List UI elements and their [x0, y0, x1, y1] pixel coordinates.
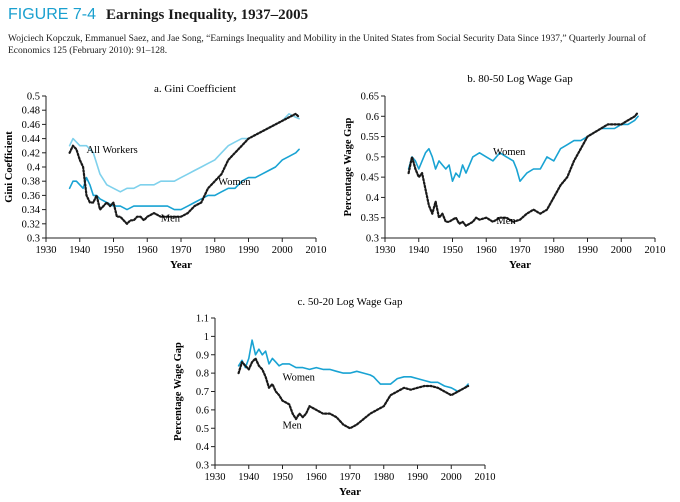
series-label: Men: [283, 420, 303, 431]
y-tick-label: 0.6: [366, 112, 379, 123]
chart-panel-1: b. 80-50 Log Wage Gap 0.3 0.35 0.4 0.45 0.5 0.…: [343, 73, 666, 271]
y-tick-label: 0.5: [27, 92, 40, 103]
y-tick-label: 0.55: [361, 132, 379, 143]
x-tick-label: 1950: [103, 245, 124, 256]
x-tick-label: 1940: [238, 472, 259, 483]
chart-title: a. Gini Coefficient: [154, 83, 236, 95]
x-tick-label: 1990: [577, 245, 598, 256]
y-tick-label: 0.5: [366, 152, 379, 163]
x-axis-label: Year: [170, 259, 192, 271]
series-label: Women: [218, 177, 251, 188]
y-tick-label: 0.3: [27, 234, 40, 245]
x-tick-label: 1980: [204, 245, 225, 256]
series-label: Women: [283, 372, 316, 383]
x-tick-label: 2000: [272, 245, 293, 256]
x-tick-label: 1990: [238, 245, 259, 256]
x-tick-label: 1960: [476, 245, 497, 256]
y-tick-label: 0.4: [196, 442, 210, 453]
x-tick-label: 1960: [306, 472, 327, 483]
y-tick-label: 1: [204, 332, 209, 343]
series-line-men: [407, 111, 640, 227]
y-tick-label: 0.48: [22, 106, 40, 117]
y-tick-label: 0.34: [22, 205, 41, 216]
y-tick-label: 1.1: [196, 314, 209, 325]
x-tick-label: 1950: [272, 472, 293, 483]
series-label: All Workers: [87, 145, 138, 156]
x-axis-label: Year: [339, 486, 361, 498]
x-tick-label: 1930: [36, 245, 57, 256]
y-axis-label: Percentage Wage Gap: [173, 342, 184, 441]
x-tick-label: 1970: [510, 245, 531, 256]
x-tick-label: 2010: [306, 245, 327, 256]
series-line-women: [237, 339, 469, 393]
y-tick-label: 0.4: [27, 163, 41, 174]
series-label: Women: [493, 147, 526, 158]
x-axis-label: Year: [509, 259, 531, 271]
y-tick-label: 0.6: [196, 405, 209, 416]
x-tick-label: 2000: [611, 245, 632, 256]
x-tick-label: 1970: [171, 245, 192, 256]
series-label: Men: [161, 214, 181, 225]
x-tick-label: 1940: [69, 245, 90, 256]
y-tick-label: 0.38: [22, 177, 40, 188]
y-tick-label: 0.5: [196, 424, 209, 435]
y-tick-label: 0.7: [196, 387, 209, 398]
y-tick-label: 0.45: [361, 173, 379, 184]
y-tick-label: 0.44: [22, 134, 41, 145]
x-tick-label: 2010: [475, 472, 496, 483]
y-tick-label: 0.42: [22, 148, 40, 159]
y-axis-label: Percentage Wage Gap: [343, 117, 354, 216]
figure-header: FIGURE 7-4 Earnings Inequality, 1937–2005…: [8, 6, 672, 57]
x-tick-label: 1930: [375, 245, 396, 256]
x-tick-label: 2010: [645, 245, 666, 256]
series-line-women: [68, 148, 300, 211]
x-tick-label: 1980: [373, 472, 394, 483]
y-tick-label: 0.65: [361, 92, 379, 103]
x-tick-label: 1940: [408, 245, 429, 256]
series-line-men: [237, 357, 470, 430]
y-tick-label: 0.9: [196, 350, 209, 361]
y-axis-label: Gini Coefficient: [4, 131, 15, 203]
y-tick-label: 0.8: [196, 369, 209, 380]
x-tick-label: 1950: [442, 245, 463, 256]
figure-citation: Wojciech Kopczuk, Emmanuel Saez, and Jae…: [8, 34, 646, 56]
y-tick-label: 0.46: [22, 120, 40, 131]
figure-heading: FIGURE 7-4 Earnings Inequality, 1937–2005: [8, 6, 672, 24]
y-tick-label: 0.32: [22, 219, 40, 230]
y-tick-label: 0.3: [196, 461, 209, 472]
chart-title: b. 80-50 Log Wage Gap: [467, 73, 573, 85]
x-tick-label: 1980: [543, 245, 564, 256]
figure-title: Earnings Inequality, 1937–2005: [106, 7, 309, 23]
y-tick-label: 0.4: [366, 193, 380, 204]
x-tick-label: 1930: [205, 472, 226, 483]
series-line-men: [68, 112, 301, 225]
x-tick-label: 1960: [137, 245, 158, 256]
chart-panel-0: a. Gini Coefficient 0.3 0.32 0.34 0.36 0.38 0.…: [4, 83, 327, 271]
y-tick-label: 0.3: [366, 234, 379, 245]
chart-title: c. 50-20 Log Wage Gap: [298, 296, 403, 308]
series-label: Men: [496, 216, 516, 227]
figure-label: FIGURE 7-4: [8, 6, 97, 23]
chart-panel-2: c. 50-20 Log Wage Gap 0.3 0.4 0.5 0.6 0.7 0.8 0…: [173, 296, 496, 498]
x-tick-label: 1970: [340, 472, 361, 483]
x-tick-label: 2000: [441, 472, 462, 483]
x-tick-label: 1990: [407, 472, 428, 483]
y-tick-label: 0.35: [361, 213, 379, 224]
y-tick-label: 0.36: [22, 191, 40, 202]
